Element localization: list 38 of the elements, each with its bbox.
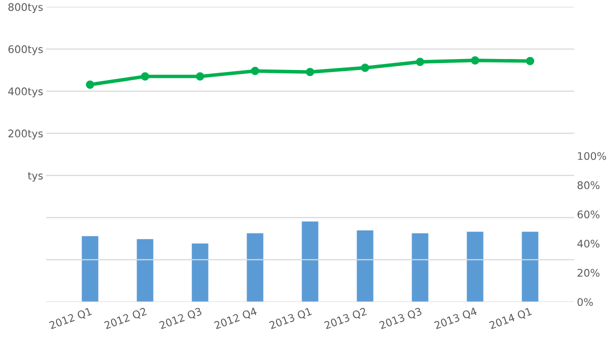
point: [86, 80, 94, 89]
x-tick-label: 2012 Q3: [158, 307, 202, 330]
x-tick-label: 2013 Q4: [434, 307, 478, 330]
y-tick-label: 400tys: [8, 87, 43, 98]
bar: [192, 243, 208, 302]
y-tick-label: 800tys: [8, 3, 43, 14]
y-tick-label: tys: [28, 172, 43, 182]
bar: [136, 239, 154, 302]
x-tick-label: 2014 Q1: [488, 307, 532, 330]
bar: [412, 233, 428, 302]
y2-tick-label: 40%: [577, 240, 600, 248]
y2-tick-label: 60%: [578, 210, 600, 218]
x-tick-label: 2013 Q3: [378, 307, 422, 330]
bar: [302, 222, 318, 302]
y-tick-label: 200tys: [8, 130, 43, 140]
bar: [356, 230, 374, 302]
point: [360, 64, 370, 72]
x-tick-label: 2012 Q4: [214, 307, 258, 330]
y2-tick-label: 100%: [578, 152, 606, 160]
point: [140, 72, 150, 81]
bar: [522, 232, 538, 302]
point: [250, 66, 260, 76]
point: [306, 68, 314, 76]
x-tick-label: 2013 Q2: [324, 307, 368, 330]
x-tick-label: 2012 Q1: [48, 307, 92, 330]
x-tick-label: 2012 Q2: [104, 307, 148, 330]
y2-tick-label: 80%: [578, 181, 600, 190]
y-tick-label: 600tys: [8, 45, 43, 56]
bar: [466, 232, 484, 302]
y2-tick-label: 0%: [578, 298, 593, 306]
bar: [246, 233, 264, 302]
point: [470, 56, 480, 65]
point: [416, 58, 424, 66]
point: [196, 72, 204, 81]
y2-tick-label: 20%: [578, 268, 600, 277]
x-tick-label: 2013 Q1: [268, 307, 312, 330]
point: [526, 56, 534, 66]
bar: [82, 236, 98, 302]
